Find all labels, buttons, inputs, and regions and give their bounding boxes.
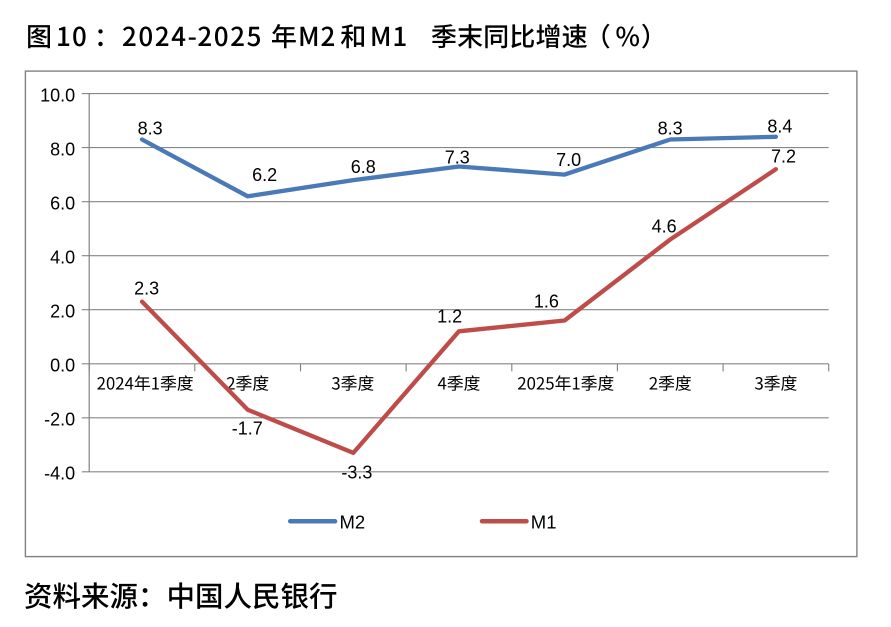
- svg-text:7.0: 7.0: [556, 150, 581, 170]
- svg-text:2.0: 2.0: [50, 301, 75, 321]
- svg-text:4.6: 4.6: [652, 217, 677, 237]
- svg-text:0.0: 0.0: [50, 356, 75, 376]
- svg-text:1.2: 1.2: [437, 307, 462, 327]
- svg-text:6.2: 6.2: [252, 165, 277, 185]
- svg-text:10.0: 10.0: [40, 85, 75, 105]
- svg-text:-4.0: -4.0: [44, 464, 75, 484]
- svg-text:2.3: 2.3: [134, 278, 159, 298]
- svg-text:-1.7: -1.7: [232, 419, 263, 439]
- svg-text:7.3: 7.3: [445, 147, 470, 167]
- svg-text:-3.3: -3.3: [341, 462, 372, 482]
- svg-text:6.8: 6.8: [351, 157, 376, 177]
- svg-text:-2.0: -2.0: [44, 410, 75, 430]
- svg-text:7.2: 7.2: [771, 147, 796, 167]
- svg-text:8.4: 8.4: [767, 116, 792, 136]
- svg-text:8.3: 8.3: [658, 119, 683, 139]
- svg-text:1.6: 1.6: [534, 292, 559, 312]
- svg-text:M2: M2: [340, 512, 366, 533]
- svg-text:8.0: 8.0: [50, 139, 75, 159]
- svg-text:4.0: 4.0: [50, 247, 75, 267]
- svg-text:M1: M1: [531, 511, 557, 532]
- svg-text:8.3: 8.3: [138, 119, 163, 139]
- svg-text:6.0: 6.0: [50, 193, 75, 213]
